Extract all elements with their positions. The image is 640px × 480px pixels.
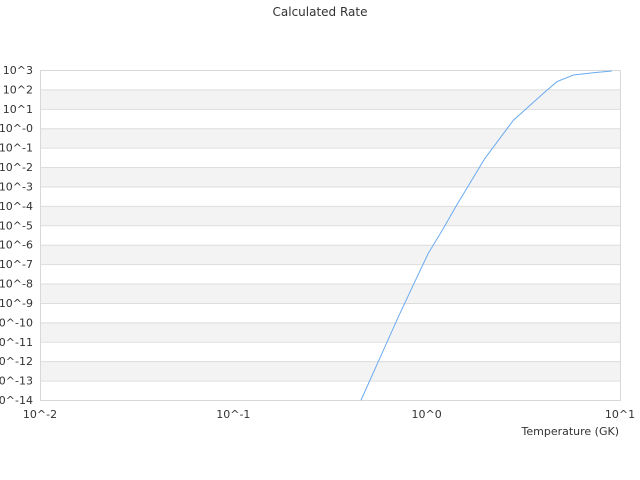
- y-tick-label: 10^-0: [0, 122, 33, 135]
- grid-band: [40, 205, 620, 226]
- grid-band: [40, 128, 620, 148]
- y-tick-label: 10^-3: [0, 180, 33, 193]
- data-point: [592, 72, 594, 74]
- x-tick-label: 10^-1: [216, 408, 250, 421]
- y-tick-label: 10^-10: [0, 316, 33, 329]
- x-tick-label: 10^1: [605, 408, 635, 421]
- y-tick-label: 10^-11: [0, 336, 33, 349]
- series-points: [360, 70, 613, 401]
- data-point: [360, 399, 362, 401]
- y-axis-labels: 10^3 10^2 10^1 10^-0 10^-1 10^-2 10^-3 10^-4 10^…: [0, 64, 33, 407]
- y-tick-label: 10^1: [3, 103, 33, 116]
- y-tick-label: 10^-8: [0, 278, 33, 291]
- grid-band: [40, 283, 620, 303]
- y-tick-label: 10^-7: [0, 258, 33, 271]
- data-point: [471, 179, 473, 181]
- y-tick-label: 10^-12: [0, 355, 33, 368]
- y-tick-label: 10^-4: [0, 200, 33, 213]
- grid-band: [40, 361, 620, 381]
- x-axis-labels: 10^-2 10^-1 10^0 10^1: [23, 408, 635, 421]
- y-tick-label: 10^-13: [0, 375, 33, 388]
- y-tick-label: 10^-2: [0, 161, 33, 174]
- data-point: [484, 157, 486, 159]
- data-point: [412, 284, 414, 286]
- data-point: [513, 119, 514, 121]
- chart-title: Calculated Rate: [273, 5, 368, 19]
- y-tick-label: 10^-5: [0, 219, 33, 232]
- data-point: [427, 252, 429, 254]
- x-tick-label: 10^-2: [23, 408, 57, 421]
- x-axis-title: Temperature (GK): [521, 425, 620, 438]
- grid-band: [40, 89, 620, 109]
- y-tick-label: 10^-1: [0, 142, 33, 155]
- data-point: [442, 228, 444, 229]
- x-tick-label: 10^0: [412, 408, 442, 421]
- y-tick-label: 10^-6: [0, 239, 33, 252]
- plot-border: [40, 70, 621, 401]
- data-point: [397, 316, 399, 318]
- data-point: [611, 70, 613, 72]
- data-point: [556, 81, 558, 83]
- grid-band: [40, 244, 620, 265]
- series-line: [360, 70, 612, 401]
- grid-band: [40, 322, 620, 342]
- y-tick-label: 10^-14: [0, 394, 33, 407]
- grid-bands: [40, 70, 620, 382]
- data-point: [572, 74, 574, 76]
- grid-band: [40, 167, 620, 187]
- data-point: [456, 204, 458, 206]
- y-tick-label: 10^-9: [0, 297, 33, 310]
- y-tick-label: 10^3: [3, 64, 33, 77]
- y-tick-label: 10^2: [3, 83, 33, 96]
- data-point: [543, 92, 544, 94]
